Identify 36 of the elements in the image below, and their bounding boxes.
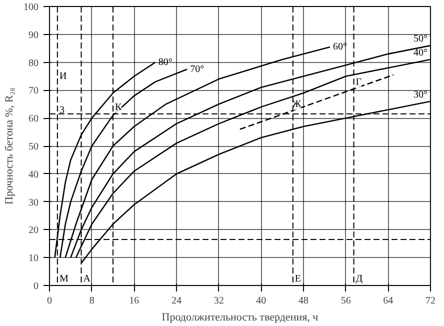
annotation: Д: [356, 274, 363, 284]
x-axis-title: Продолжительность твердения, ч: [162, 312, 319, 324]
y-tick-label: 30: [28, 197, 38, 208]
x-tick-label: 40: [256, 296, 266, 306]
y-tick-label: 60: [28, 114, 38, 125]
annotation: Ж: [292, 99, 302, 110]
y-tick-label: 90: [28, 30, 38, 41]
y-tick-label: 100: [24, 2, 38, 13]
x-tick-label: 16: [129, 296, 140, 306]
x-tick-label: 64: [383, 296, 394, 306]
annotation: А: [83, 274, 92, 284]
series-label: 40°: [414, 48, 428, 59]
annotation: К: [115, 102, 122, 113]
y-tick-label: 50: [28, 142, 38, 152]
y-tick-label: 40: [28, 169, 38, 180]
annotation: 3: [59, 104, 64, 116]
y-tick-label: 70: [28, 86, 38, 97]
x-tick-label: 32: [214, 296, 224, 306]
x-tick-label: 8: [89, 296, 94, 306]
series-label: 30°: [414, 89, 428, 100]
series-label: 70°: [190, 64, 204, 75]
annotation: Г: [356, 76, 362, 88]
x-tick-label: 24: [172, 296, 182, 306]
annotation: М: [59, 274, 68, 284]
x-tick-label: 0: [47, 296, 52, 306]
y-tick-label: 10: [28, 253, 38, 264]
y-tick-label: 80: [28, 58, 38, 69]
y-tick-label: 0: [34, 281, 38, 292]
y-tick-label: 20: [28, 225, 38, 236]
annotation: Е: [294, 274, 302, 284]
series-label: 50°: [414, 34, 428, 45]
y-axis-title: Прочность бетона %, R₂₈: [4, 87, 16, 204]
x-tick-label: 48: [298, 296, 308, 306]
x-tick-label: 72: [426, 296, 436, 306]
annotation: И: [59, 71, 67, 82]
x-tick-label: 56: [340, 296, 351, 306]
